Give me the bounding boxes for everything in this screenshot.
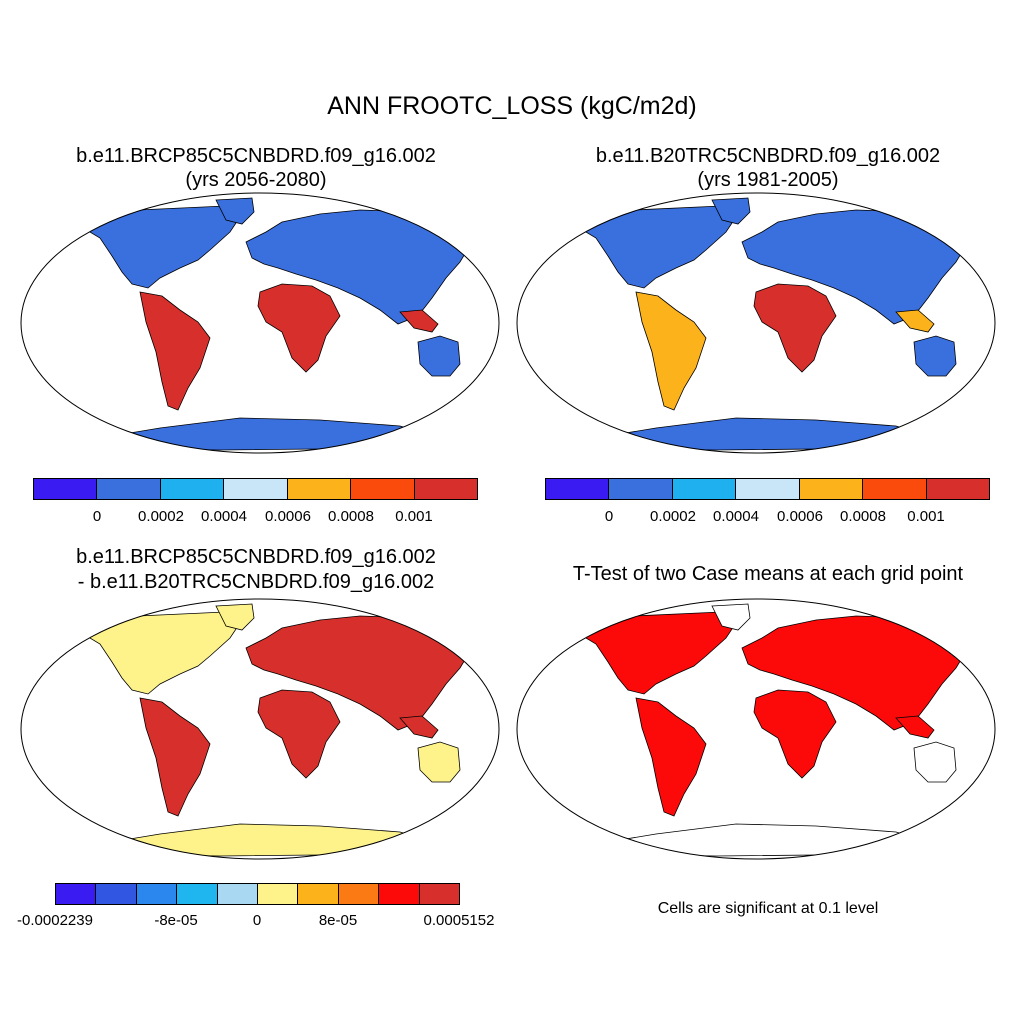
figure-title: ANN FROOTC_LOSS (kgC/m2d) <box>327 92 697 120</box>
colorbar-swatch <box>799 479 864 499</box>
land-region <box>78 205 243 289</box>
colorbar-tick-label: 0.001 <box>907 508 945 525</box>
land-region <box>574 611 739 695</box>
land-region <box>741 615 969 731</box>
colorbar-swatch <box>736 479 800 499</box>
colorbar-swatch <box>160 479 225 499</box>
colorbar-swatch <box>96 884 137 904</box>
colorbar-swatch <box>56 884 97 904</box>
land-region <box>753 283 837 373</box>
colorbar-tick-label: 0.0002 <box>650 508 696 525</box>
colorbar-swatch <box>97 479 161 499</box>
colorbar-tick-label: 0.0002 <box>138 508 184 525</box>
colorbar-tick-label: 0.0004 <box>201 508 247 525</box>
colorbar-swatch <box>298 884 339 904</box>
colorbar-swatch <box>546 479 610 499</box>
colorbar-swatch <box>34 479 98 499</box>
panel3-title-line1: b.e11.BRCP85C5CNBDRD.f09_g16.002 <box>76 546 436 568</box>
land-region <box>417 741 461 783</box>
colorbar-tick-label: 0 <box>252 912 262 929</box>
colorbar-swatch <box>926 479 989 499</box>
panel4-title: T-Test of two Case means at each grid po… <box>572 563 964 585</box>
map-panel-case2 <box>516 192 996 454</box>
land-region <box>98 417 442 451</box>
land-region <box>895 309 935 333</box>
panel3-title-line2: - b.e11.B20TRC5CNBDRD.f09_g16.002 <box>77 571 435 593</box>
land-region <box>78 611 243 695</box>
map-border <box>516 192 996 454</box>
land-region <box>245 615 473 731</box>
land-region <box>635 291 707 411</box>
colorbar-swatch <box>177 884 218 904</box>
colorbar-tick-label: -8e-05 <box>154 912 198 929</box>
map-panel-case1 <box>20 192 500 454</box>
colorbar-tick-label: 0.0006 <box>777 508 823 525</box>
panel2-title-line1: b.e11.B20TRC5CNBDRD.f09_g16.002 <box>595 145 941 167</box>
land-region <box>594 417 938 451</box>
land-region <box>399 715 439 739</box>
land-region <box>895 715 935 739</box>
colorbar-tick-label: 0.0008 <box>840 508 886 525</box>
colorbar-tick-label: 0.0004 <box>713 508 759 525</box>
colorbar-case1 <box>33 478 478 500</box>
land-region <box>574 205 739 289</box>
land-region <box>399 309 439 333</box>
colorbar-tick-label: 8e-05 <box>318 912 358 929</box>
colorbar-swatch <box>379 884 420 904</box>
colorbar-tick-label: 0.0005152 <box>423 912 495 929</box>
panel1-title-line1: b.e11.BRCP85C5CNBDRD.f09_g16.002 <box>76 145 436 167</box>
land-region <box>215 603 255 631</box>
colorbar-swatch <box>338 884 380 904</box>
colorbar-swatch <box>609 479 673 499</box>
colorbar-tick-label: 0.001 <box>395 508 433 525</box>
land-region <box>417 335 461 377</box>
colorbar-tick-label: 0 <box>92 508 102 525</box>
ttest-footnote: Cells are significant at 0.1 level <box>657 900 879 917</box>
panel1-title-line2: (yrs 2056-2080) <box>185 169 327 191</box>
land-region <box>741 209 969 325</box>
land-region <box>913 335 957 377</box>
land-region <box>139 697 211 817</box>
land-region <box>257 283 341 373</box>
land-region <box>711 603 751 631</box>
map-border <box>516 598 996 860</box>
land-region <box>257 689 341 779</box>
colorbar-swatch <box>419 884 460 904</box>
colorbar-tick-label: 0.0008 <box>328 508 374 525</box>
colorbar-swatch <box>136 884 178 904</box>
land-region <box>215 197 255 225</box>
colorbar-tick-label: 0.0006 <box>265 508 311 525</box>
colorbar-swatch <box>224 479 288 499</box>
land-region <box>913 741 957 783</box>
map-panel-ttest <box>516 598 996 860</box>
colorbar-tick-label: -0.0002239 <box>17 912 93 929</box>
colorbar-swatch <box>672 479 737 499</box>
land-region <box>711 197 751 225</box>
colorbar-swatch <box>287 479 352 499</box>
panel2-title-line2: (yrs 1981-2005) <box>697 169 839 191</box>
map-border <box>20 192 500 454</box>
colorbar-tick-label: 0 <box>604 508 614 525</box>
land-region <box>594 823 938 857</box>
land-region <box>245 209 473 325</box>
land-region <box>753 689 837 779</box>
land-region <box>635 697 707 817</box>
colorbar-swatch <box>217 884 259 904</box>
colorbar-swatch <box>414 479 477 499</box>
colorbar-swatch <box>863 479 927 499</box>
colorbar-case2 <box>545 478 990 500</box>
colorbar-swatch <box>258 884 299 904</box>
map-border <box>20 598 500 860</box>
colorbar-diff <box>55 883 460 905</box>
land-region <box>98 823 442 857</box>
colorbar-swatch <box>351 479 415 499</box>
map-panel-diff <box>20 598 500 860</box>
land-region <box>139 291 211 411</box>
